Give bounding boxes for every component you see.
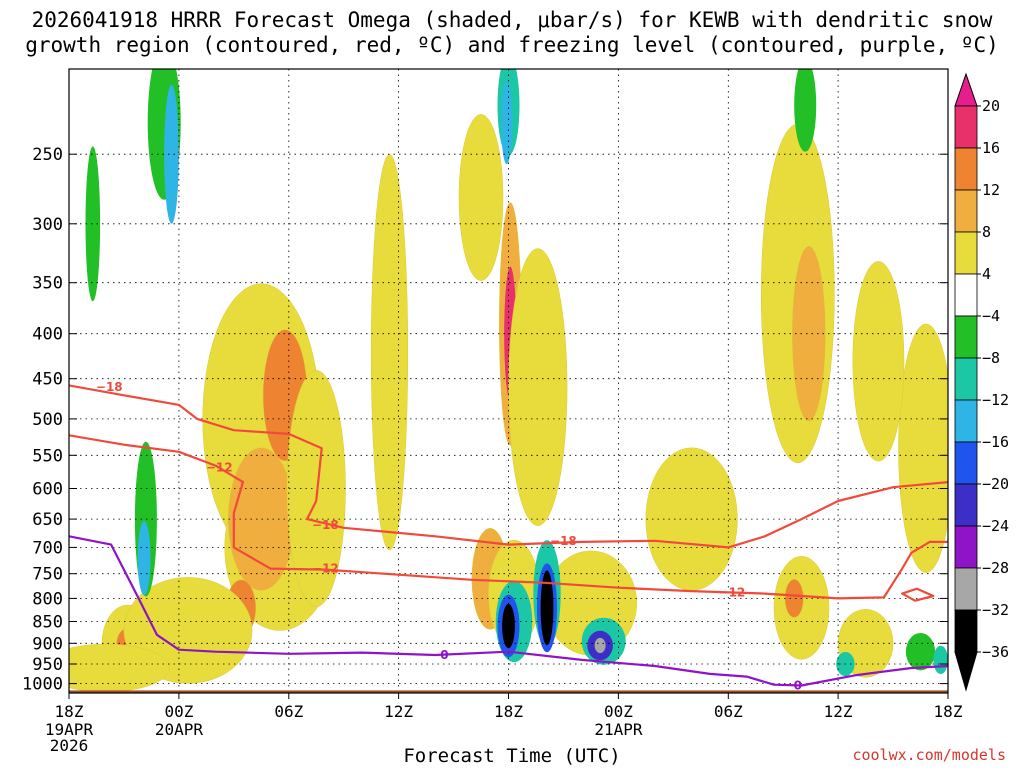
colorbar-box-6 [954, 357, 978, 401]
terrain-surface [69, 690, 948, 693]
snow-growth-bottom-minus12-label-0: −12 [206, 461, 233, 475]
ytick-label-600: 600 [32, 480, 63, 500]
omega-cell-19 [792, 246, 826, 422]
ytick-label-500: 500 [32, 410, 63, 430]
ytick-label-1000: 1000 [22, 675, 63, 695]
colorbar-label-2: 12 [982, 181, 1000, 199]
snow-growth-bottom-minus12 [69, 434, 948, 600]
colorbar-label-6: −8 [982, 349, 1000, 367]
omega-shading [69, 69, 948, 693]
xtick-label-1: 00Z [164, 702, 193, 721]
axes: 2503003504004505005506006507007508008509… [22, 145, 963, 755]
xtick-label-0: 18Z [55, 702, 84, 721]
colorbar-label-10: −24 [982, 517, 1009, 535]
colorbar-label-7: −12 [982, 391, 1009, 409]
xtick-label-2: 06Z [274, 702, 303, 721]
omega-cell-42 [540, 570, 554, 646]
freezing-level-zero [69, 535, 948, 687]
colorbar-label-9: −20 [982, 475, 1009, 493]
snow-growth-top-minus18-label-0: −18 [96, 380, 123, 394]
chart-title-line2: growth region (contoured, red, ºC) and f… [25, 33, 999, 57]
omega-cell-10 [370, 154, 409, 551]
colorbar-box-5 [954, 315, 978, 359]
colorbar-box-3 [954, 231, 978, 275]
xtick-label-3: 12Z [384, 702, 413, 721]
colorbar-box-2 [954, 189, 978, 233]
ytick-label-300: 300 [32, 215, 63, 235]
omega-cell-22 [898, 323, 948, 573]
colorbar-label-5: −4 [982, 307, 1000, 325]
colorbar-box-12 [954, 609, 978, 653]
colorbar: 20 16 12 8 4 −4 −8 −12 −16 −20 −24 −28 −32 −36 [954, 72, 1009, 692]
snow-growth-small-loop [901, 587, 935, 602]
xtick-sublabel-0-1: 2026 [50, 736, 89, 755]
colorbar-label-11: −28 [982, 559, 1009, 577]
snow-growth-top-minus18 [69, 384, 948, 549]
colorbar-label-4: 4 [982, 265, 991, 283]
omega-cell-32 [794, 69, 817, 152]
freezing-level-zero-label-0: 0 [440, 648, 448, 662]
colorbar-label-3: 8 [982, 223, 991, 241]
colorbar-box-11 [954, 567, 978, 611]
colorbar-label-1: 16 [982, 139, 1000, 157]
x-axis-label: Forecast Time (UTC) [403, 745, 621, 767]
ytick-label-350: 350 [32, 274, 63, 294]
colorbar-box-7 [954, 399, 978, 443]
omega-cell-34 [933, 645, 948, 675]
ytick-label-400: 400 [32, 325, 63, 345]
ytick-label-700: 700 [32, 538, 63, 558]
xtick-sublabel-1-0: 20APR [155, 720, 204, 739]
colorbar-box-10 [954, 525, 978, 569]
colorbar-label-13: −36 [982, 643, 1009, 661]
omega-cell-45 [594, 637, 606, 654]
snow-growth-top-minus18-label-2: −18 [550, 534, 577, 548]
ytick-label-800: 800 [32, 589, 63, 609]
credit-link[interactable]: coolwx.com/models [852, 746, 1006, 764]
omega-cell-26 [501, 80, 513, 165]
xtick-label-5: 00Z [604, 702, 633, 721]
xtick-sublabel-0-0: 19APR [45, 720, 94, 739]
colorbar-box-0 [954, 105, 978, 149]
ytick-label-450: 450 [32, 370, 63, 390]
ytick-label-550: 550 [32, 446, 63, 466]
xtick-label-4: 18Z [494, 702, 523, 721]
xtick-label-8: 18Z [934, 702, 963, 721]
colorbar-label-12: −32 [982, 601, 1009, 619]
contours: −18 −18 −18 −12 −12 −12 0 0 [69, 380, 948, 693]
xtick-label-6: 06Z [714, 702, 743, 721]
snow-growth-top-minus18-label-1: −18 [312, 518, 339, 532]
colorbar-top-arrow [954, 72, 978, 107]
omega-cell-14 [508, 248, 568, 526]
omega-cell-23 [852, 261, 905, 462]
colorbar-box-1 [954, 147, 978, 191]
xtick-label-7: 12Z [824, 702, 853, 721]
omega-cell-5 [286, 370, 346, 607]
colorbar-box-9 [954, 483, 978, 527]
ytick-label-650: 650 [32, 510, 63, 530]
omega-cell-31 [85, 146, 101, 302]
ytick-label-850: 850 [32, 613, 63, 633]
snow-growth-bottom-minus12-label-2: −12 [719, 586, 746, 600]
ytick-label-250: 250 [32, 145, 63, 165]
colorbar-bottom-arrow [954, 651, 978, 692]
omega-cell-33 [905, 633, 936, 671]
chart-title-line1: 2026041918 HRRR Forecast Omega (shaded, … [31, 8, 993, 32]
omega-cell-28 [137, 520, 151, 596]
colorbar-label-8: −16 [982, 433, 1009, 451]
xtick-sublabel-5-0: 21APR [594, 720, 643, 739]
ytick-label-950: 950 [32, 655, 63, 675]
colorbar-label-0: 20 [982, 97, 1000, 115]
omega-cell-11 [458, 114, 504, 281]
freezing-level-zero-label-1: 0 [794, 679, 802, 693]
colorbar-box-8 [954, 441, 978, 485]
ytick-label-900: 900 [32, 634, 63, 654]
omega-cell-30 [164, 84, 179, 224]
colorbar-box-4 [954, 273, 978, 317]
snow-growth-bottom-minus12-label-1: −12 [312, 562, 339, 576]
ytick-label-750: 750 [32, 565, 63, 585]
